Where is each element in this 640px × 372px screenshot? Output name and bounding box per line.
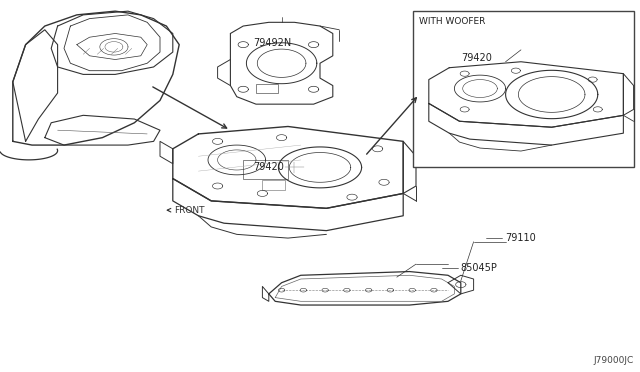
Text: 79420: 79420: [461, 53, 492, 63]
Text: 85045P: 85045P: [461, 263, 498, 273]
Bar: [262, 180, 285, 190]
Text: 79110: 79110: [506, 233, 536, 243]
Bar: [485, 89, 518, 103]
Text: 79492N: 79492N: [253, 38, 291, 48]
Text: FRONT: FRONT: [167, 206, 205, 215]
Bar: [256, 84, 278, 93]
Text: J79000JC: J79000JC: [593, 356, 634, 365]
Bar: [413, 11, 634, 167]
Text: WITH WOOFER: WITH WOOFER: [419, 17, 486, 26]
Text: 79420: 79420: [253, 162, 284, 172]
Bar: [243, 160, 288, 179]
